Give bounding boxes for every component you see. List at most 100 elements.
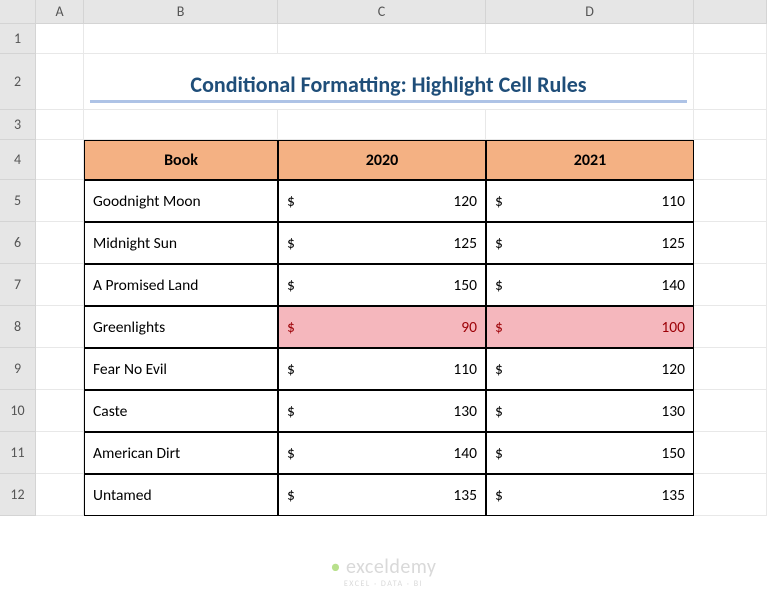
cell-blank[interactable]: [694, 348, 767, 390]
table-cell-book[interactable]: A Promised Land: [84, 264, 278, 306]
watermark: • exceldemy EXCEL · DATA · BI: [331, 555, 437, 589]
select-all-corner[interactable]: [0, 0, 36, 24]
table-cell-2021[interactable]: $130: [486, 390, 694, 432]
cell-blank[interactable]: [36, 24, 84, 54]
col-header-D[interactable]: D: [486, 0, 694, 24]
cell-value: 120: [661, 360, 685, 379]
row-header-11[interactable]: 11: [0, 432, 36, 474]
cell-value: 150: [661, 444, 685, 463]
cell-blank[interactable]: [694, 264, 767, 306]
cell-blank[interactable]: [84, 110, 278, 140]
table-cell-2021[interactable]: $100: [486, 306, 694, 348]
table-cell-2021[interactable]: $135: [486, 474, 694, 516]
currency-symbol: $: [495, 402, 503, 421]
currency-symbol: $: [287, 318, 295, 337]
cell-value: 140: [661, 276, 685, 295]
table-cell-book[interactable]: American Dirt: [84, 432, 278, 474]
table-cell-2020[interactable]: $140: [278, 432, 486, 474]
cell-value: 140: [453, 444, 477, 463]
cell-value: 110: [661, 192, 685, 211]
cell-blank[interactable]: [36, 140, 84, 180]
cell-blank[interactable]: [84, 24, 278, 54]
cell-value: 120: [453, 192, 477, 211]
cell-blank[interactable]: [694, 24, 767, 54]
table-cell-2020[interactable]: $130: [278, 390, 486, 432]
row-header-10[interactable]: 10: [0, 390, 36, 432]
cell-blank[interactable]: [694, 54, 767, 110]
cell-blank[interactable]: [36, 474, 84, 516]
currency-symbol: $: [495, 276, 503, 295]
table-header-book[interactable]: Book: [84, 140, 278, 180]
cell-value: 110: [453, 360, 477, 379]
cell-blank[interactable]: [36, 180, 84, 222]
cell-blank[interactable]: [694, 110, 767, 140]
cell-blank[interactable]: [36, 432, 84, 474]
table-cell-book[interactable]: Caste: [84, 390, 278, 432]
cell-blank[interactable]: [694, 306, 767, 348]
cell-blank[interactable]: [694, 222, 767, 264]
col-header-C[interactable]: C: [278, 0, 486, 24]
table-cell-book[interactable]: Goodnight Moon: [84, 180, 278, 222]
row-header-4[interactable]: 4: [0, 140, 36, 180]
cell-blank[interactable]: [694, 390, 767, 432]
currency-symbol: $: [287, 444, 295, 463]
table-cell-2020[interactable]: $125: [278, 222, 486, 264]
row-header-1[interactable]: 1: [0, 24, 36, 54]
table-cell-2021[interactable]: $110: [486, 180, 694, 222]
table-header-y2020[interactable]: 2020: [278, 140, 486, 180]
table-cell-2021[interactable]: $125: [486, 222, 694, 264]
cell-value: 130: [661, 402, 685, 421]
cell-blank[interactable]: [486, 110, 694, 140]
row-header-3[interactable]: 3: [0, 110, 36, 140]
cell-blank[interactable]: [36, 110, 84, 140]
table-cell-2020[interactable]: $90: [278, 306, 486, 348]
table-cell-book[interactable]: Fear No Evil: [84, 348, 278, 390]
currency-symbol: $: [287, 360, 295, 379]
cell-value: 125: [453, 234, 477, 253]
table-cell-book[interactable]: Untamed: [84, 474, 278, 516]
cell-blank[interactable]: [694, 140, 767, 180]
table-header-y2021[interactable]: 2021: [486, 140, 694, 180]
currency-symbol: $: [495, 318, 503, 337]
watermark-tag: EXCEL · DATA · BI: [331, 579, 437, 589]
cell-blank[interactable]: [694, 432, 767, 474]
table-cell-2021[interactable]: $140: [486, 264, 694, 306]
page-title: Conditional Formatting: Highlight Cell R…: [90, 71, 687, 103]
table-cell-2020[interactable]: $120: [278, 180, 486, 222]
cell-blank[interactable]: [36, 222, 84, 264]
currency-symbol: $: [495, 444, 503, 463]
row-header-9[interactable]: 9: [0, 348, 36, 390]
table-cell-2020[interactable]: $135: [278, 474, 486, 516]
currency-symbol: $: [287, 486, 295, 505]
cell-value: 135: [453, 486, 477, 505]
col-header-A[interactable]: A: [36, 0, 84, 24]
title-cell[interactable]: Conditional Formatting: Highlight Cell R…: [84, 54, 694, 110]
row-header-12[interactable]: 12: [0, 474, 36, 516]
cell-blank[interactable]: [36, 264, 84, 306]
table-cell-2021[interactable]: $150: [486, 432, 694, 474]
currency-symbol: $: [495, 234, 503, 253]
currency-symbol: $: [287, 234, 295, 253]
cell-blank[interactable]: [36, 348, 84, 390]
cell-blank[interactable]: [694, 474, 767, 516]
table-cell-2021[interactable]: $120: [486, 348, 694, 390]
row-header-7[interactable]: 7: [0, 264, 36, 306]
cell-blank[interactable]: [36, 306, 84, 348]
table-cell-book[interactable]: Midnight Sun: [84, 222, 278, 264]
cell-blank[interactable]: [694, 180, 767, 222]
col-header-B[interactable]: B: [84, 0, 278, 24]
table-cell-2020[interactable]: $110: [278, 348, 486, 390]
cell-blank[interactable]: [36, 390, 84, 432]
currency-symbol: $: [287, 402, 295, 421]
row-header-8[interactable]: 8: [0, 306, 36, 348]
row-header-6[interactable]: 6: [0, 222, 36, 264]
cell-blank[interactable]: [278, 24, 486, 54]
col-header-[interactable]: [694, 0, 767, 24]
cell-blank[interactable]: [486, 24, 694, 54]
cell-blank[interactable]: [36, 54, 84, 110]
cell-blank[interactable]: [278, 110, 486, 140]
table-cell-2020[interactable]: $150: [278, 264, 486, 306]
table-cell-book[interactable]: Greenlights: [84, 306, 278, 348]
row-header-2[interactable]: 2: [0, 54, 36, 110]
row-header-5[interactable]: 5: [0, 180, 36, 222]
